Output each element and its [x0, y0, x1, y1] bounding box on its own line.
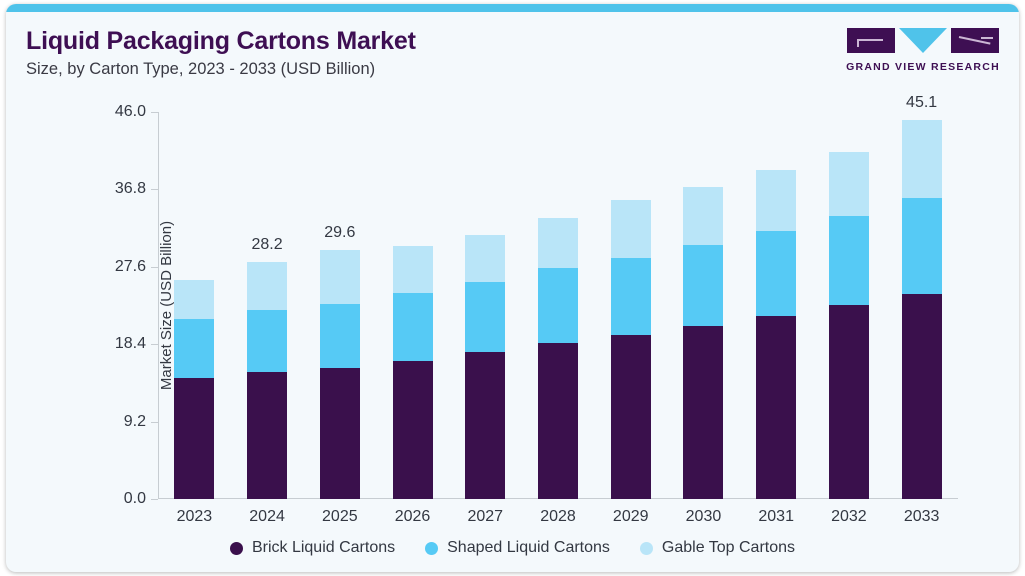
bar-segment-gable-top-cartons[interactable] [828, 152, 869, 217]
accent-top-bar [6, 4, 1019, 12]
chart-legend: Brick Liquid Cartons Shaped Liquid Carton… [6, 539, 1019, 557]
logo-g-icon [847, 28, 895, 53]
chart-card: Liquid Packaging Cartons Market Size, by… [6, 4, 1019, 572]
bar-segment-brick-liquid-cartons[interactable] [828, 304, 869, 499]
bar-segment-gable-top-cartons[interactable] [683, 186, 724, 245]
legend-swatch-icon [425, 541, 439, 555]
y-tick-label: 46.0 [114, 103, 146, 120]
bar-group[interactable]: 28.2 2024 [247, 112, 288, 525]
x-tick-label: 2029 [612, 508, 649, 525]
x-tick-label: 2033 [903, 508, 940, 525]
bar-segment-gable-top-cartons[interactable] [756, 170, 797, 231]
bar-group[interactable]: 29.6 2025 [319, 112, 360, 525]
y-tick-mark [151, 189, 158, 191]
bar-total-label: 45.1 [906, 93, 938, 111]
legend-label: Shaped Liquid Cartons [447, 539, 610, 556]
bar-segment-shaped-liquid-cartons[interactable] [392, 292, 433, 362]
bar-group[interactable]: 2032 [828, 112, 869, 525]
x-tick-label: 2027 [467, 508, 504, 525]
y-axis-line [158, 112, 159, 499]
bar-group[interactable]: 45.1 2033 [901, 94, 942, 525]
plot-area: 0.0 9.2 18.4 27.6 36.8 46.0 2023 28.2 2024 29.6 2… [115, 94, 958, 525]
bar-segment-shaped-liquid-cartons[interactable] [828, 216, 869, 305]
bar-segment-gable-top-cartons[interactable] [392, 245, 433, 293]
legend-swatch-icon [639, 541, 653, 555]
bar-group[interactable]: 2030 [683, 112, 724, 525]
bar-group[interactable]: 2029 [610, 112, 651, 525]
y-tick-label: 9.2 [123, 412, 146, 430]
bar-segment-shaped-liquid-cartons[interactable] [247, 309, 288, 372]
chart-header: Liquid Packaging Cartons Market Size, by… [26, 26, 416, 80]
bar-segment-shaped-liquid-cartons[interactable] [901, 197, 942, 294]
legend-label: Gable Top Cartons [661, 539, 796, 556]
bar-total-label: 28.2 [251, 235, 283, 253]
x-tick-label: 2023 [176, 508, 213, 525]
bar-segment-brick-liquid-cartons[interactable] [538, 343, 578, 499]
bar-segment-gable-top-cartons[interactable] [610, 200, 651, 259]
bar-segment-brick-liquid-cartons[interactable] [174, 377, 215, 499]
x-tick-label: 2025 [322, 508, 358, 525]
bar-segment-shaped-liquid-cartons[interactable] [319, 303, 360, 368]
legend-label: Brick Liquid Cartons [251, 539, 396, 556]
bar-segment-brick-liquid-cartons[interactable] [683, 325, 724, 499]
y-tick-label: 27.6 [114, 257, 146, 275]
x-tick-label: 2032 [831, 508, 867, 525]
bar-segment-brick-liquid-cartons[interactable] [247, 371, 288, 499]
grand-view-research-logo: GRAND VIEW RESEARCH [845, 28, 1001, 73]
legend-item[interactable]: Brick Liquid Cartons [229, 539, 396, 557]
x-tick-label: 2030 [685, 508, 722, 525]
bar-group[interactable]: 2028 [538, 112, 578, 525]
bar-group[interactable]: 2031 [756, 112, 797, 525]
bar-group[interactable]: 2027 [465, 112, 506, 525]
bar-group[interactable]: 2026 [392, 112, 433, 525]
y-tick-mark [151, 112, 158, 113]
x-tick-label: 2024 [249, 508, 285, 525]
logo-v-icon [899, 28, 947, 53]
x-tick-label: 2028 [540, 508, 576, 525]
bar-segment-brick-liquid-cartons[interactable] [901, 293, 942, 499]
logo-mark [845, 28, 1001, 56]
legend-item[interactable]: Gable Top Cartons [639, 539, 796, 557]
chart-subtitle: Size, by Carton Type, 2023 - 2033 (USD B… [26, 60, 376, 78]
bar-segment-gable-top-cartons[interactable] [538, 218, 578, 269]
bar-segment-shaped-liquid-cartons[interactable] [756, 230, 797, 317]
bar-segment-brick-liquid-cartons[interactable] [610, 334, 651, 499]
bar-segment-shaped-liquid-cartons[interactable] [610, 258, 651, 335]
bar-segment-shaped-liquid-cartons[interactable] [538, 268, 578, 344]
bar-segment-shaped-liquid-cartons[interactable] [174, 318, 215, 378]
bar-segment-gable-top-cartons[interactable] [247, 261, 288, 310]
chart-title: Liquid Packaging Cartons Market [26, 27, 416, 55]
bar-segment-brick-liquid-cartons[interactable] [319, 367, 360, 499]
y-tick-mark [151, 266, 158, 268]
y-tick-label: 18.4 [114, 335, 146, 353]
bar-segment-brick-liquid-cartons[interactable] [392, 361, 433, 499]
bar-segment-gable-top-cartons[interactable] [901, 119, 942, 198]
bar-segment-gable-top-cartons[interactable] [174, 280, 215, 319]
logo-wordmark: GRAND VIEW RESEARCH [846, 61, 1000, 73]
bar-group[interactable]: 2023 [174, 112, 215, 525]
y-tick-mark [151, 499, 158, 500]
bar-total-label: 29.6 [324, 223, 356, 241]
bar-segment-gable-top-cartons[interactable] [319, 250, 360, 304]
bar-segment-shaped-liquid-cartons[interactable] [683, 244, 724, 326]
legend-swatch-icon [229, 541, 243, 555]
x-tick-label: 2026 [394, 508, 431, 525]
y-tick-label: 0.0 [123, 490, 146, 507]
bar-segment-shaped-liquid-cartons[interactable] [465, 281, 506, 352]
bar-segment-brick-liquid-cartons[interactable] [756, 316, 797, 499]
bar-segment-gable-top-cartons[interactable] [465, 234, 506, 282]
y-tick-mark [151, 344, 158, 346]
x-tick-label: 2031 [758, 508, 794, 525]
y-tick-mark [151, 421, 158, 423]
bar-series-container: 2023 28.2 2024 29.6 2025 2026 2027 2028 2029 2030… [158, 94, 958, 525]
bar-segment-brick-liquid-cartons[interactable] [465, 351, 506, 499]
logo-r-icon [951, 28, 999, 53]
y-tick-label: 36.8 [114, 180, 146, 198]
legend-item[interactable]: Shaped Liquid Cartons [425, 539, 610, 557]
